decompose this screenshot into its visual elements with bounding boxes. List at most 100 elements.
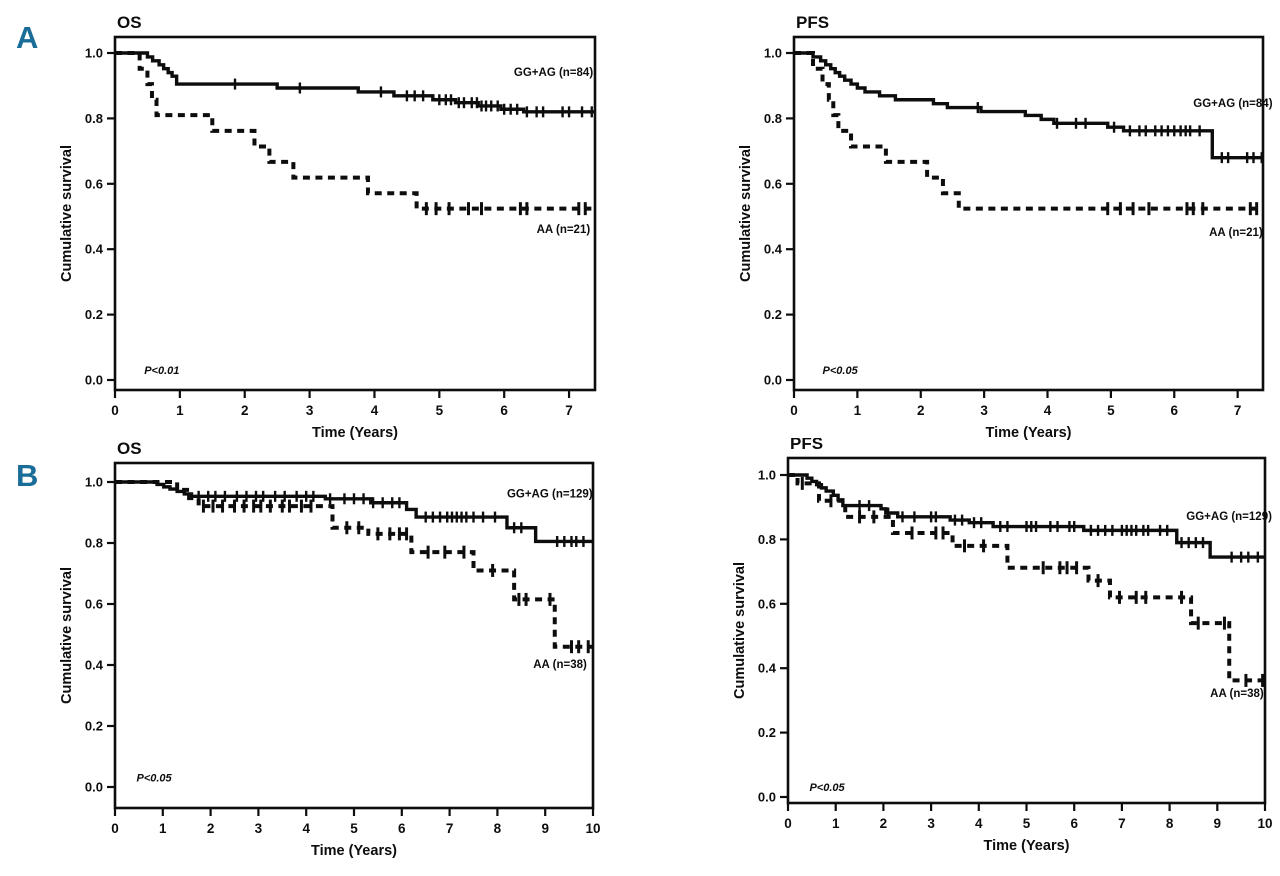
a-os-curve-gg-ag (115, 51, 595, 114)
b-pfs-pvalue: P<0.05 (809, 782, 845, 794)
panel-a-letter: A (16, 20, 39, 55)
b-pfs-ytick-label: 0.2 (758, 725, 776, 740)
b-pfs-xtick-label: 8 (1166, 816, 1174, 831)
b-os-xtick-label: 10 (585, 821, 600, 836)
b-pfs-xtick-label: 10 (1257, 816, 1272, 831)
b-os-ytick-label: 0.2 (85, 719, 103, 734)
a-pfs-xtick-label: 2 (917, 403, 925, 418)
a-os-ytick-label: 0.2 (85, 307, 103, 322)
b-pfs-xtick-label: 1 (832, 816, 840, 831)
a-pfs-ytick-label: 0.8 (764, 111, 782, 126)
b-os-xtick-label: 8 (494, 821, 502, 836)
a-pfs-series-label-gg-ag: GG+AG (n=84) (1193, 98, 1272, 110)
b-os-xtick-label: 6 (398, 821, 406, 836)
a-os-title: OS (117, 13, 142, 32)
a-pfs-plot-frame (792, 35, 1265, 392)
b-os-ytick-label: 0.0 (85, 780, 103, 795)
a-pfs-ytick-label: 0.6 (764, 176, 782, 191)
a-pfs-xtick-label: 6 (1171, 403, 1179, 418)
b-pfs-ytick-label: 0.0 (758, 790, 776, 805)
b-os-svg: OS 1.0 0.8 0.6 0.4 0.2 0.0 0 1 2 3 4 5 6 7 8 9 10 Time (Ye… (59, 439, 601, 859)
a-os-plot-frame (113, 35, 597, 392)
b-os-ytick-label: 0.6 (85, 597, 103, 612)
a-os-pvalue: P<0.01 (144, 365, 179, 377)
a-pfs-title: PFS (796, 13, 829, 32)
b-pfs-svg: PFS 1.0 0.8 0.6 0.4 0.2 0.0 0 1 2 3 4 5 6 7 8 9 10 Time (Y… (732, 434, 1273, 854)
a-pfs-xtick-label: 4 (1044, 403, 1052, 418)
panel-a-os-chart: OS 1.0 0.8 0.6 0.4 0.2 0.0 0 1 2 3 4 5 6 7 Time (Years)… (40, 0, 660, 448)
a-pfs-xlabel: Time (Years) (986, 425, 1072, 441)
a-os-xtick-label: 4 (371, 403, 379, 418)
b-pfs-ytick-label: 1.0 (758, 468, 776, 483)
b-os-xtick-label: 1 (159, 821, 167, 836)
b-os-ytick-label: 1.0 (85, 475, 103, 490)
b-pfs-series-label-aa: AA (n=38) (1210, 688, 1264, 700)
a-pfs-ytick-label: 0.0 (764, 373, 782, 388)
b-os-series-label-aa: AA (n=38) (533, 659, 587, 671)
b-pfs-xtick-label: 5 (1023, 816, 1031, 831)
b-pfs-xtick-label: 9 (1214, 816, 1222, 831)
a-os-series-label-gg-ag: GG+AG (n=84) (514, 67, 593, 79)
a-pfs-pvalue: P<0.05 (823, 365, 859, 377)
b-os-xtick-label: 5 (350, 821, 358, 836)
panel-a-pfs-chart: PFS 1.0 0.8 0.6 0.4 0.2 0.0 0 1 2 3 4 5 6 7 Time (Years… (700, 0, 1280, 448)
b-os-xtick-label: 2 (207, 821, 215, 836)
a-pfs-xtick-label: 7 (1234, 403, 1242, 418)
panel-b-letter: B (16, 458, 39, 493)
a-pfs-xtick-label: 0 (790, 403, 798, 418)
b-pfs-xtick-label: 0 (784, 816, 792, 831)
panel-b-pfs-chart: PFS 1.0 0.8 0.6 0.4 0.2 0.0 0 1 2 3 4 5 6 7 8 9 10 Time (Y… (700, 434, 1280, 876)
a-os-ylabel: Cumulative survival (59, 145, 75, 282)
a-os-xtick-label: 1 (176, 403, 184, 418)
b-os-title: OS (117, 439, 142, 458)
b-pfs-xtick-label: 7 (1118, 816, 1126, 831)
b-pfs-xtick-label: 6 (1070, 816, 1078, 831)
b-pfs-ytick-label: 0.8 (758, 532, 776, 547)
a-pfs-ytick-label: 0.2 (764, 307, 782, 322)
a-pfs-ylabel: Cumulative survival (738, 145, 754, 282)
a-os-ytick-label: 0.6 (85, 176, 103, 191)
b-os-ytick-label: 0.4 (85, 658, 104, 673)
a-os-xtick-label: 0 (111, 403, 119, 418)
a-os-ytick-label: 1.0 (85, 46, 103, 61)
a-os-xtick-label: 5 (436, 403, 444, 418)
a-os-ytick-label: 0.0 (85, 373, 103, 388)
a-pfs-ytick-label: 0.4 (764, 242, 783, 257)
b-os-ytick-label: 0.8 (85, 536, 103, 551)
a-os-xtick-label: 6 (500, 403, 508, 418)
a-os-svg: OS 1.0 0.8 0.6 0.4 0.2 0.0 0 1 2 3 4 5 6 7 Time (Years)… (59, 13, 597, 441)
b-os-xtick-label: 4 (302, 821, 310, 836)
b-os-curve-gg-ag (115, 480, 593, 544)
b-os-pvalue: P<0.05 (137, 773, 173, 785)
b-pfs-xtick-label: 4 (975, 816, 983, 831)
b-os-xlabel: Time (Years) (311, 843, 397, 859)
b-os-xtick-label: 7 (446, 821, 454, 836)
b-pfs-xtick-label: 3 (927, 816, 935, 831)
a-pfs-curve-aa (794, 51, 1263, 211)
a-os-xtick-label: 7 (565, 403, 573, 418)
b-os-plot-frame (113, 461, 595, 810)
b-pfs-xtick-label: 2 (880, 816, 888, 831)
a-os-series-label-aa: AA (n=21) (537, 224, 591, 236)
b-os-xtick-label: 0 (111, 821, 119, 836)
a-pfs-svg: PFS 1.0 0.8 0.6 0.4 0.2 0.0 0 1 2 3 4 5 6 7 Time (Years… (738, 13, 1273, 441)
a-os-curve-aa (115, 51, 595, 211)
b-pfs-series-label-gg-ag: GG+AG (n=129) (1186, 511, 1272, 523)
b-pfs-ylabel: Cumulative survival (732, 562, 748, 699)
a-pfs-ytick-label: 1.0 (764, 46, 782, 61)
a-os-xtick-label: 2 (241, 403, 249, 418)
b-pfs-ytick-label: 0.6 (758, 596, 776, 611)
a-pfs-curve-gg-ag (794, 51, 1263, 160)
a-os-xlabel: Time (Years) (312, 425, 398, 441)
b-pfs-curve-aa (788, 473, 1265, 683)
b-pfs-curve-gg-ag (788, 473, 1265, 559)
b-pfs-title: PFS (790, 438, 823, 453)
b-pfs-xlabel: Time (Years) (984, 838, 1070, 854)
a-os-ytick-label: 0.8 (85, 111, 103, 126)
b-os-ylabel: Cumulative survival (59, 567, 75, 704)
a-pfs-xtick-label: 3 (980, 403, 988, 418)
b-os-series-label-gg-ag: GG+AG (n=129) (507, 488, 593, 500)
a-pfs-xtick-label: 1 (854, 403, 862, 418)
a-os-xtick-label: 3 (306, 403, 314, 418)
